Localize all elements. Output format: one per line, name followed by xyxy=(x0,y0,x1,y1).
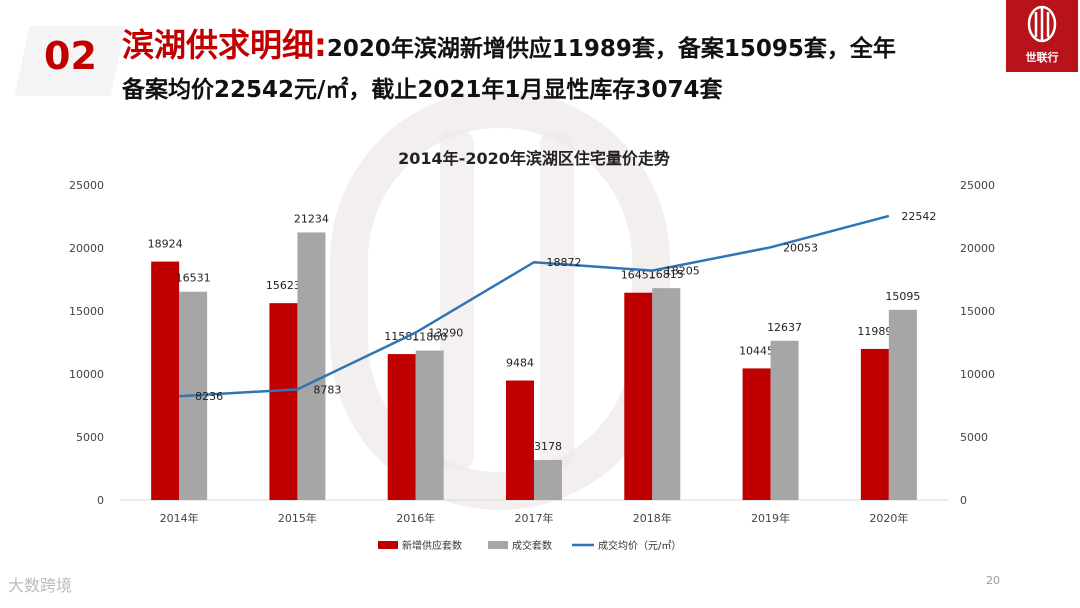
y2-axis-tick-label: 10000 xyxy=(960,368,995,381)
y-axis-tick-label: 20000 xyxy=(69,242,104,255)
legend-swatch-new-supply xyxy=(378,541,398,549)
page-subtitle: 备案均价22542元/㎡，截止2021年1月显性库存3074套 xyxy=(122,77,723,103)
bar-label-new-supply: 10445 xyxy=(739,344,774,357)
bar-new-supply xyxy=(742,368,771,500)
line-label-avg-price: 18205 xyxy=(665,265,700,278)
source-watermark: 大数跨境 xyxy=(8,576,73,595)
x-axis-tick-label: 2016年 xyxy=(396,511,435,525)
bar-label-new-supply: 15623 xyxy=(266,279,301,292)
y2-axis-tick-label: 25000 xyxy=(960,179,995,192)
legend-swatch-sales xyxy=(488,541,508,549)
bar-sales xyxy=(888,309,917,500)
y-axis-tick-label: 15000 xyxy=(69,305,104,318)
chart-title: 2014年-2020年滨湖区住宅量价走势 xyxy=(398,149,670,168)
line-label-avg-price: 20053 xyxy=(783,241,818,254)
bar-label-new-supply: 18924 xyxy=(148,238,183,251)
legend-label-sales: 成交套数 xyxy=(512,539,552,552)
bar-sales xyxy=(652,288,681,500)
bar-label-sales: 15095 xyxy=(885,290,920,303)
bar-label-sales: 11860 xyxy=(412,331,447,344)
page-title-rest: 2020年滨湖新增供应11989套，备案15095套，全年 xyxy=(326,36,896,62)
line-avg-price xyxy=(179,214,890,398)
bar-label-sales: 3178 xyxy=(534,440,562,453)
bar-new-supply xyxy=(506,380,534,500)
line-label-avg-price: 8783 xyxy=(313,383,341,396)
bar-new-supply xyxy=(860,348,889,500)
bar-new-supply xyxy=(269,303,298,500)
bar-label-sales: 16815 xyxy=(649,268,684,281)
y2-axis-tick-label: 0 xyxy=(960,494,967,507)
section-number: 02 xyxy=(44,34,97,78)
bar-label-new-supply: 16451 xyxy=(621,269,656,282)
legend-label-new-supply: 新增供应套数 xyxy=(402,539,462,552)
brand-logo-icon xyxy=(1027,5,1057,43)
y2-axis-tick-label: 5000 xyxy=(960,431,988,444)
legend-label-avg-price: 成交均价（元/㎡） xyxy=(598,539,681,552)
y-axis-tick-label: 5000 xyxy=(76,431,104,444)
y-axis-tick-label: 0 xyxy=(97,494,104,507)
y2-axis-tick-label: 20000 xyxy=(960,242,995,255)
line-label-avg-price: 18872 xyxy=(547,256,582,269)
bar-label-sales: 12637 xyxy=(767,321,802,334)
x-axis-tick-label: 2015年 xyxy=(278,511,317,525)
line-label-avg-price: 22542 xyxy=(901,210,936,223)
y-axis-tick-label: 10000 xyxy=(69,368,104,381)
x-axis-tick-label: 2020年 xyxy=(869,511,908,525)
x-axis-tick-label: 2018年 xyxy=(633,511,672,525)
bar-new-supply xyxy=(387,354,416,500)
brand-logo-text: 世联行 xyxy=(1025,51,1059,64)
bar-sales xyxy=(534,459,562,500)
bar-sales xyxy=(297,232,326,500)
brand-logo xyxy=(1006,0,1078,72)
x-axis-tick-label: 2019年 xyxy=(751,511,790,525)
line-label-avg-price: 8236 xyxy=(195,390,223,403)
x-axis-tick-label: 2014年 xyxy=(160,511,199,525)
bar-label-new-supply: 9484 xyxy=(506,357,534,370)
y-axis-tick-label: 25000 xyxy=(69,179,104,192)
bar-sales xyxy=(415,350,444,500)
bar-label-new-supply: 11581 xyxy=(384,330,419,343)
page-title-highlight: 滨湖供求明细: xyxy=(122,26,327,64)
bar-new-supply xyxy=(624,292,653,500)
x-axis-tick-label: 2017年 xyxy=(515,511,554,525)
bar-sales xyxy=(770,340,799,500)
bar-new-supply xyxy=(151,261,180,500)
page-title: 滨湖供求明细:2020年滨湖新增供应11989套，备案15095套，全年 xyxy=(122,20,896,66)
bar-label-sales: 21234 xyxy=(294,212,329,225)
bar-label-new-supply: 11989 xyxy=(857,325,892,338)
bar-label-sales: 16531 xyxy=(176,272,211,285)
page-number: 20 xyxy=(986,574,1000,587)
y2-axis-tick-label: 15000 xyxy=(960,305,995,318)
watermark-bar xyxy=(540,130,574,470)
line-label-avg-price: 13290 xyxy=(428,327,463,340)
